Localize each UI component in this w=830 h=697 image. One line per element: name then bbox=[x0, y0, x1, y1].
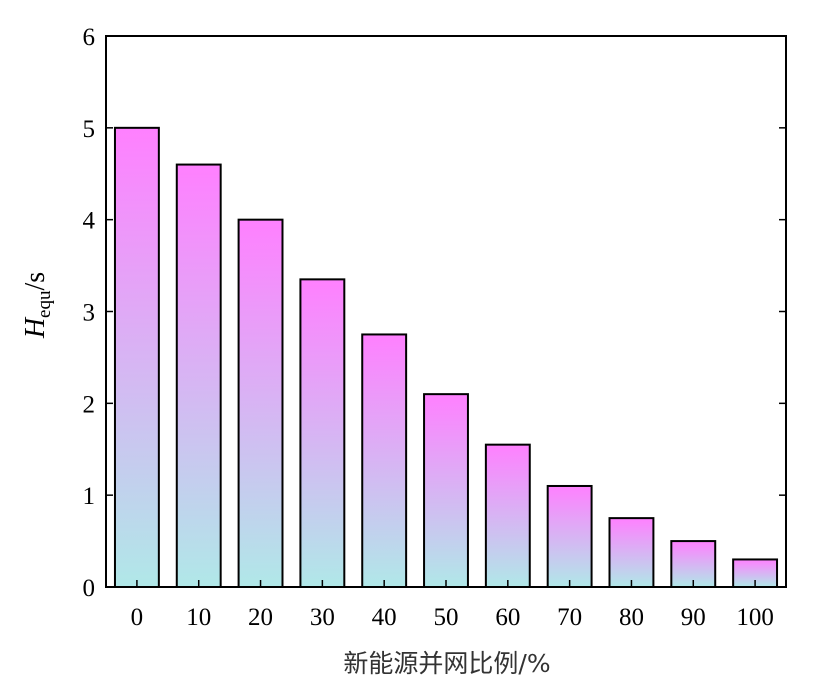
x-tick-label: 60 bbox=[495, 604, 520, 631]
y-axis-label: Hequ/s bbox=[20, 272, 55, 339]
x-tick-label: 20 bbox=[248, 604, 273, 631]
y-tick-label: 2 bbox=[83, 391, 96, 418]
y-tick-label: 1 bbox=[83, 483, 96, 510]
x-tick-label: 40 bbox=[372, 604, 397, 631]
y-tick-label: 4 bbox=[83, 208, 96, 235]
bar-10 bbox=[175, 163, 222, 588]
x-tick-label: 10 bbox=[186, 604, 211, 631]
x-axis-ticks: 0 10 20 30 40 50 60 70 80 90 100 bbox=[131, 580, 774, 631]
x-tick-label: 90 bbox=[681, 604, 706, 631]
bar-70 bbox=[546, 484, 593, 589]
x-tick-label: 50 bbox=[434, 604, 459, 631]
bars-group bbox=[113, 126, 779, 589]
plot-frame bbox=[105, 35, 787, 588]
y-axis-ticks: 0 1 2 3 4 5 6 bbox=[83, 24, 786, 602]
bar-50 bbox=[423, 393, 469, 588]
y-tick-label: 6 bbox=[83, 24, 96, 51]
x-tick-label: 80 bbox=[619, 604, 644, 631]
bar-80 bbox=[608, 517, 655, 588]
y-axis-label-main: H bbox=[20, 316, 51, 339]
x-tick-label: 70 bbox=[557, 604, 582, 631]
y-tick-label: 5 bbox=[83, 116, 96, 143]
x-tick-label: 0 bbox=[131, 604, 144, 631]
bar-20 bbox=[237, 218, 284, 589]
x-tick-label: 100 bbox=[736, 604, 774, 631]
bar-30 bbox=[299, 278, 346, 588]
y-tick-label: 3 bbox=[83, 300, 96, 327]
bar-0 bbox=[113, 126, 160, 588]
y-axis-label-unit: /s bbox=[20, 272, 51, 291]
bar-60 bbox=[484, 443, 531, 588]
bar-40 bbox=[361, 333, 408, 589]
y-axis-label-sub: equ bbox=[34, 290, 55, 318]
x-axis-label: 新能源并网比例/% bbox=[343, 649, 550, 678]
y-tick-label: 0 bbox=[83, 575, 96, 602]
x-tick-label: 30 bbox=[310, 604, 335, 631]
